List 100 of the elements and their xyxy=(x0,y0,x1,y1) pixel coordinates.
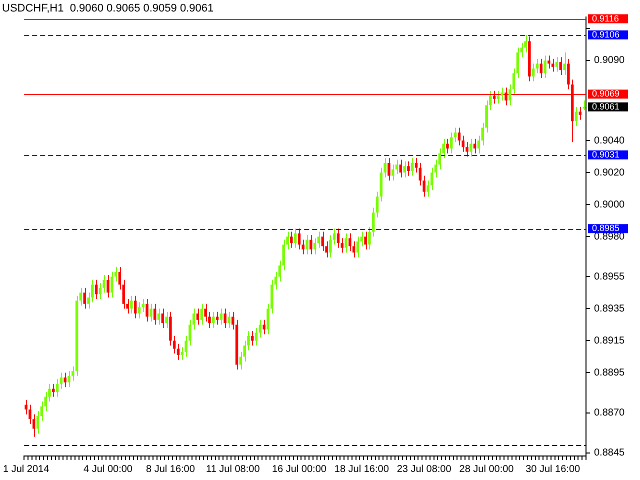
candlestick xyxy=(344,232,348,254)
y-tick-label: 0.9090 xyxy=(594,55,626,66)
x-tick-label: 8 Jul 16:00 xyxy=(146,464,196,475)
candlestick xyxy=(372,207,375,238)
candlestick xyxy=(446,138,449,154)
candlestick xyxy=(196,308,200,326)
candlestick xyxy=(356,236,360,258)
candlestick xyxy=(294,228,297,248)
candlestick xyxy=(176,343,180,360)
candlestick xyxy=(348,232,352,252)
candlestick xyxy=(473,138,476,154)
x-tick-label: 30 Jul 16:00 xyxy=(526,464,581,475)
candlestick xyxy=(254,327,258,346)
candlestick xyxy=(336,228,340,248)
chart-title: USDCHF,H1 0.9060 0.9065 0.9059 0.9061 xyxy=(2,2,214,15)
candlestick xyxy=(258,319,262,338)
candlestick xyxy=(94,279,98,300)
candlestick xyxy=(578,106,582,120)
candlestick xyxy=(399,159,402,178)
candlestick xyxy=(582,100,586,111)
y-tick-label: 0.8895 xyxy=(594,367,626,378)
candlestick xyxy=(500,87,504,101)
y-tick-label: 0.8845 xyxy=(594,448,626,459)
x-tick-label: 23 Jul 08:00 xyxy=(396,464,452,475)
candlestick xyxy=(403,160,406,178)
candlestick xyxy=(204,303,207,322)
candlestick xyxy=(52,383,55,398)
candlestick xyxy=(368,226,371,250)
candlestick xyxy=(407,160,410,176)
candlestick xyxy=(411,158,414,176)
candlestick xyxy=(138,302,141,319)
candlestick xyxy=(83,287,86,310)
ref-line-label: 0.8985 xyxy=(592,223,620,234)
candlestick xyxy=(153,303,156,326)
candlestick xyxy=(340,238,344,254)
candlestick xyxy=(106,274,110,298)
candlestick xyxy=(313,238,316,255)
candlestick xyxy=(150,303,152,322)
candlestick xyxy=(172,335,176,354)
candlestick xyxy=(574,106,578,127)
candlestick xyxy=(56,378,59,398)
candlestick xyxy=(146,298,148,322)
candlestick xyxy=(60,372,63,390)
y-tick-label: 0.9020 xyxy=(594,167,626,178)
candlestick xyxy=(110,271,114,298)
candlestick xyxy=(555,56,558,72)
candlestick xyxy=(64,372,66,388)
candlestick xyxy=(532,63,535,82)
candlestick xyxy=(567,58,570,90)
candlestick xyxy=(24,399,28,415)
candlestick xyxy=(220,308,223,326)
candlestick xyxy=(388,158,390,182)
text: 0.9061 xyxy=(592,101,620,112)
candlestick xyxy=(329,234,332,258)
candlestick xyxy=(470,138,472,158)
candlestick xyxy=(540,58,542,79)
y-tick-label: 0.8955 xyxy=(594,271,626,282)
candlestick xyxy=(450,132,453,154)
candlestick xyxy=(551,58,554,72)
candlestick xyxy=(544,55,546,79)
candlestick xyxy=(98,282,102,300)
candlestick xyxy=(376,191,379,218)
candlestick xyxy=(212,311,215,328)
candlestick xyxy=(563,52,566,76)
ref-line-label: 0.9116 xyxy=(592,13,619,24)
candlestick xyxy=(36,410,40,434)
x-tick-label: 16 Jul 00:00 xyxy=(272,464,327,475)
candlestick xyxy=(310,234,312,255)
x-tick-label: 4 Jul 00:00 xyxy=(84,464,133,475)
candlestick xyxy=(496,90,500,104)
x-tick-label: 1 Jul 2014 xyxy=(3,464,50,475)
y-tick-label: 0.9000 xyxy=(594,199,626,210)
candlestick xyxy=(161,308,164,328)
ref-line-label: 0.9069 xyxy=(592,88,620,99)
candlestick xyxy=(332,228,336,246)
candlestick xyxy=(251,330,254,346)
candlestick xyxy=(290,231,293,248)
candlestick xyxy=(157,308,160,326)
candlestick xyxy=(548,55,550,69)
candlestick xyxy=(134,295,137,319)
candlestick xyxy=(130,295,133,314)
candlestick xyxy=(306,234,308,255)
candlestick xyxy=(68,370,70,388)
candlestick xyxy=(298,228,301,250)
candlestick xyxy=(524,34,527,53)
x-tick-label: 28 Jul 00:00 xyxy=(459,464,514,475)
x-tick-label: 18 Jul 16:00 xyxy=(334,464,390,475)
x-tick-label: 11 Jul 08:00 xyxy=(206,464,260,475)
candlestick xyxy=(216,311,219,326)
y-tick-label: 0.8870 xyxy=(594,408,626,419)
candlestick xyxy=(458,127,461,146)
candlestick xyxy=(224,308,226,328)
candlestick xyxy=(364,231,367,250)
candlestick xyxy=(165,311,168,328)
candlestick xyxy=(454,127,457,143)
candlestick xyxy=(200,303,204,326)
ref-line-label: 0.9106 xyxy=(592,29,620,40)
candlestick xyxy=(559,56,562,76)
y-tick-label: 0.8915 xyxy=(594,335,626,346)
candlestick xyxy=(536,58,539,74)
